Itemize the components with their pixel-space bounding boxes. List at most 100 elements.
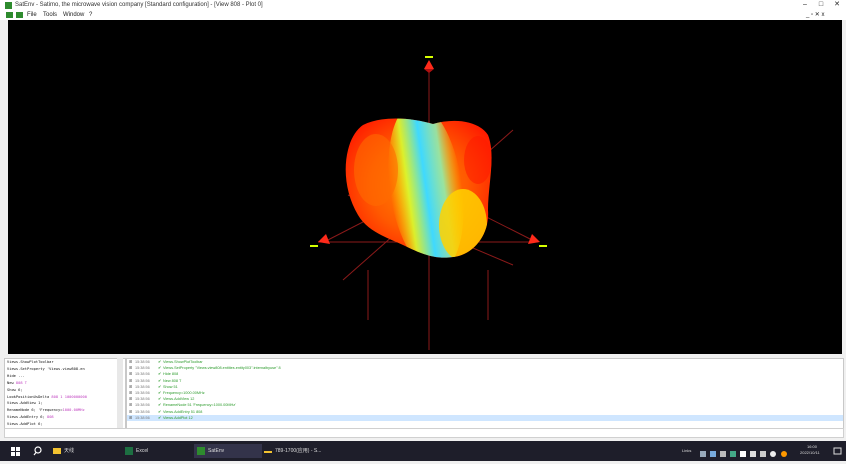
- satenv-icon: [197, 444, 205, 458]
- expand-icon[interactable]: ⊞: [129, 383, 133, 389]
- notification-icon[interactable]: [833, 444, 842, 458]
- history-time: 15:38:56: [135, 397, 150, 402]
- menu-bar: [0, 10, 846, 20]
- check-icon: ✔: [158, 414, 162, 420]
- window-title: SatEnv - Satimo, the microwave vision co…: [15, 2, 263, 8]
- history-row[interactable]: ⊞ 15:38:56 ✔ Show 51: [127, 384, 843, 390]
- taskbar-satenv-button[interactable]: [194, 444, 262, 458]
- minimize-button[interactable]: –: [803, 1, 807, 8]
- system-tray-icons[interactable]: [700, 446, 790, 464]
- history-time: 15:38:56: [135, 409, 150, 414]
- mdi-doc-icon: [16, 12, 23, 18]
- mdi-window-controls[interactable]: _ ▫ ✕ x: [806, 12, 825, 18]
- history-row[interactable]: ⊞ 15:38:56 ✔ Views.ShowPlotToolbar: [127, 359, 843, 365]
- menu-help[interactable]: ?: [89, 12, 93, 18]
- history-text: Show 51: [163, 384, 178, 389]
- command-log-line: Views.SetProperty 'Views.view808.en: [7, 366, 85, 371]
- command-log-line: New 808 T: [7, 380, 27, 385]
- history-time: 15:38:56: [135, 366, 150, 371]
- menu-file[interactable]: File: [27, 12, 37, 18]
- command-log-line: Views.AddEntry 6; 808: [7, 415, 54, 420]
- axis-label-top: [425, 56, 433, 58]
- expand-icon[interactable]: ⊞: [129, 396, 133, 402]
- maximize-button[interactable]: □: [818, 1, 824, 8]
- history-row[interactable]: ⊞ 15:38:56 ✔ Views.AddView 12: [127, 396, 843, 402]
- history-time: 15:38:56: [135, 372, 150, 377]
- history-text: RenameNode 51 'Frequency=1000.00MHz': [163, 403, 236, 408]
- command-log-line: Views.AddPlot 6;: [7, 422, 43, 427]
- history-row[interactable]: ⊞ 15:38:56 ✔ Views.AddEntry 51 808: [127, 409, 843, 415]
- history-time: 15:38:56: [135, 384, 150, 389]
- history-text: Views.AddPlot 12: [163, 415, 193, 420]
- history-row[interactable]: ⊞ 15:38:56 ✔ Frequency=1000.00MHz: [127, 390, 843, 396]
- history-row[interactable]: ⊞ 15:38:56 ✔ Hide 808: [127, 371, 843, 377]
- history-time: 15:38:56: [135, 390, 150, 395]
- taskbar-satenv-label[interactable]: SatEnv: [208, 448, 225, 454]
- history-text: New 808 T: [163, 378, 182, 383]
- history-row[interactable]: ⊞ 15:38:56 ✔ RenameNode 51 'Frequency=1000.…: [127, 402, 843, 408]
- satenv-app-icon: [5, 2, 12, 9]
- command-log-panel[interactable]: Views.ShowPlotToolbar Views.SetProperty …: [4, 358, 126, 430]
- command-history-panel[interactable]: ⊞ 15:38:56 ✔ Views.ShowPlotToolbar ⊞ 15:38:5…: [126, 358, 844, 430]
- clock-time[interactable]: 16:00: [807, 444, 818, 449]
- check-icon: ✔: [158, 389, 162, 395]
- document-icon[interactable]: [264, 444, 272, 458]
- taskbar-excel-label[interactable]: Excel: [136, 448, 149, 454]
- history-time: 15:38:56: [135, 403, 150, 408]
- radiation-pattern-plot[interactable]: [8, 20, 842, 354]
- expand-icon[interactable]: ⊞: [129, 389, 133, 395]
- command-log-line: Views.ShowPlotToolbar: [7, 360, 54, 364]
- clock-date[interactable]: 2022/10/11: [800, 450, 820, 455]
- folder-icon[interactable]: [53, 444, 61, 458]
- axis-marker-right: [528, 234, 540, 244]
- close-button[interactable]: ✕: [834, 1, 840, 8]
- history-time: 15:38:56: [135, 378, 150, 383]
- history-text: Frequency=1000.00MHz: [163, 390, 205, 395]
- expand-icon[interactable]: ⊞: [129, 408, 133, 414]
- title-bar: [0, 0, 846, 10]
- windows-start-icon[interactable]: [10, 444, 22, 458]
- command-log-line: Hide ...: [7, 373, 25, 378]
- menu-tools[interactable]: Tools: [43, 12, 58, 18]
- menu-window[interactable]: Window: [63, 12, 85, 18]
- check-icon: ✔: [158, 396, 162, 402]
- axis-label-right: [539, 245, 547, 247]
- tray-links-label[interactable]: Links: [682, 448, 692, 453]
- taskbar-folder-label[interactable]: 天线: [64, 448, 75, 454]
- history-row[interactable]: ⊞ 15:38:56 ✔ New 808 T: [127, 378, 843, 384]
- history-time: 15:38:56: [135, 360, 150, 364]
- expand-icon[interactable]: ⊞: [129, 371, 133, 377]
- axis-marker-top: [424, 60, 434, 69]
- axis-marker-top-base: [424, 69, 434, 73]
- check-icon: ✔: [158, 383, 162, 389]
- search-icon[interactable]: [32, 444, 44, 458]
- command-log-line: RenameNode 6; 'Frequency=1000.00MHz: [7, 408, 85, 413]
- history-row[interactable]: ⊞ 15:38:56 ✔ Views.SetProperty "Views.view8…: [127, 365, 843, 371]
- history-text: Views.AddEntry 51 808: [163, 409, 203, 414]
- taskbar-document-label[interactable]: 789-1700(应用) - S...: [275, 448, 322, 454]
- history-text: Views.SetProperty "Views.view808.entitie…: [163, 366, 281, 371]
- command-log-line: LookPositionUsDelta 808 1 1000000000: [7, 394, 87, 399]
- expand-icon[interactable]: ⊞: [129, 414, 133, 420]
- command-log-scrollbar[interactable]: [117, 358, 123, 428]
- excel-icon[interactable]: [125, 444, 133, 458]
- check-icon: ✔: [158, 377, 162, 383]
- expand-icon[interactable]: ⊞: [129, 402, 133, 408]
- mdi-app-icon: [6, 12, 13, 18]
- check-icon: ✔: [158, 371, 162, 377]
- history-text: Views.ShowPlotToolbar: [163, 360, 203, 364]
- history-text: Hide 808: [163, 372, 179, 377]
- expand-icon[interactable]: ⊞: [129, 359, 133, 364]
- 3d-plot-viewport[interactable]: [8, 20, 842, 354]
- axis-marker-left: [318, 234, 330, 244]
- axis-label-left: [310, 245, 318, 247]
- radiation-pattern-surface: [345, 118, 492, 258]
- history-text: Views.AddView 12: [163, 397, 195, 402]
- command-input[interactable]: [4, 428, 844, 438]
- history-row-selected[interactable]: ⊞ 15:38:56 ✔ Views.AddPlot 12: [127, 414, 843, 421]
- check-icon: ✔: [158, 359, 162, 364]
- check-icon: ✔: [158, 408, 162, 414]
- expand-icon[interactable]: ⊞: [129, 365, 133, 371]
- expand-icon[interactable]: ⊞: [129, 377, 133, 383]
- check-icon: ✔: [158, 402, 162, 408]
